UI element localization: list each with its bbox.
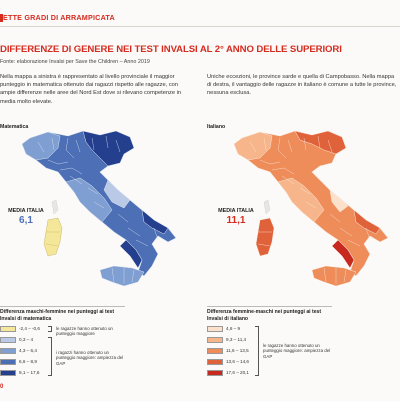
legend-swatch [207, 348, 223, 354]
legend-swatch [207, 326, 223, 332]
sardinia-italiano [255, 217, 275, 257]
source-note: Fonte: elaborazione Invalsi per Save the… [0, 59, 150, 65]
legend-title: Differenza femmine-maschi nei punteggi a… [207, 309, 322, 322]
legend-range: 0,3 – 4 [19, 337, 34, 343]
legend-title: Differenza maschi-femmine nei punteggi a… [0, 309, 115, 322]
legend-bracket [48, 326, 52, 332]
running-head-text: ETTE GRADI DI ARRAMPICATA [3, 13, 115, 22]
legend-rule-top [207, 306, 332, 307]
legend-rule-top [0, 306, 125, 307]
media-italia-italiano: MEDIA ITALIA 11,1 [214, 208, 258, 226]
legend-swatch [207, 370, 223, 376]
running-head-marker [0, 14, 3, 22]
legend-range: 13,6 – 14,6 [226, 359, 249, 365]
sardinia-matematica [43, 217, 63, 257]
media-value: 6,1 [19, 215, 33, 226]
legend-range: 9,1 – 17,6 [19, 370, 40, 376]
sicily-italiano [311, 265, 357, 287]
legend-note-boys: i ragazzi hanno ottenuto un punteggio ma… [56, 350, 124, 366]
legend-range: 9,3 – 11,4 [226, 337, 247, 343]
legend-range: 17,6 – 20,1 [226, 370, 249, 376]
running-head: ETTE GRADI DI ARRAMPICATA [0, 12, 400, 24]
map-title-matematica: Matematica [0, 124, 29, 130]
intro-left: Nella mappa a sinistra è rappresentato a… [0, 74, 182, 105]
legend-range: 11,6 – 13,5 [226, 348, 249, 354]
legend-range: 4,6 – 9 [226, 326, 241, 332]
media-label: MEDIA ITALIA [8, 208, 44, 214]
legend-swatch [207, 359, 223, 365]
legend-swatch [0, 337, 16, 343]
legend-swatch [0, 326, 16, 332]
map-italiano [233, 130, 389, 287]
media-label: MEDIA ITALIA [218, 208, 254, 214]
page-number: 0 [0, 384, 4, 390]
legend-swatch [0, 370, 16, 376]
header-divider [0, 26, 400, 27]
intro-right: Uniche eccezioni, le province sarde e qu… [207, 74, 397, 97]
legend-note-girls: le ragazze hanno ottenuto un punteggio m… [263, 343, 331, 359]
media-value: 11,1 [226, 215, 246, 226]
map-matematica [21, 130, 177, 287]
legend-range: 4,3 – 6,4 [19, 348, 37, 354]
legend-range: -2,4 – -0,6 [19, 326, 40, 332]
legend-italiano: Differenza femmine-maschi nei punteggi a… [207, 306, 357, 381]
legend-matematica: Differenza maschi-femmine nei punteggi a… [0, 306, 150, 381]
legend-bracket [48, 337, 52, 376]
page-title: DIFFERENZE DI GENERE NEI TEST INVALSI AL… [0, 44, 342, 55]
legend-range: 6,6 – 8,9 [19, 359, 37, 365]
legend-note-girls: le ragazze hanno ottenuto un punteggio m… [56, 326, 113, 337]
map-title-italiano: Italiano [207, 124, 226, 130]
sicily-matematica [99, 265, 145, 287]
legend-swatch [0, 359, 16, 365]
media-italia-matematica: MEDIA ITALIA 6,1 [4, 208, 48, 226]
legend-bracket [255, 326, 259, 376]
legend-swatch [0, 348, 16, 354]
legend-swatch [207, 337, 223, 343]
